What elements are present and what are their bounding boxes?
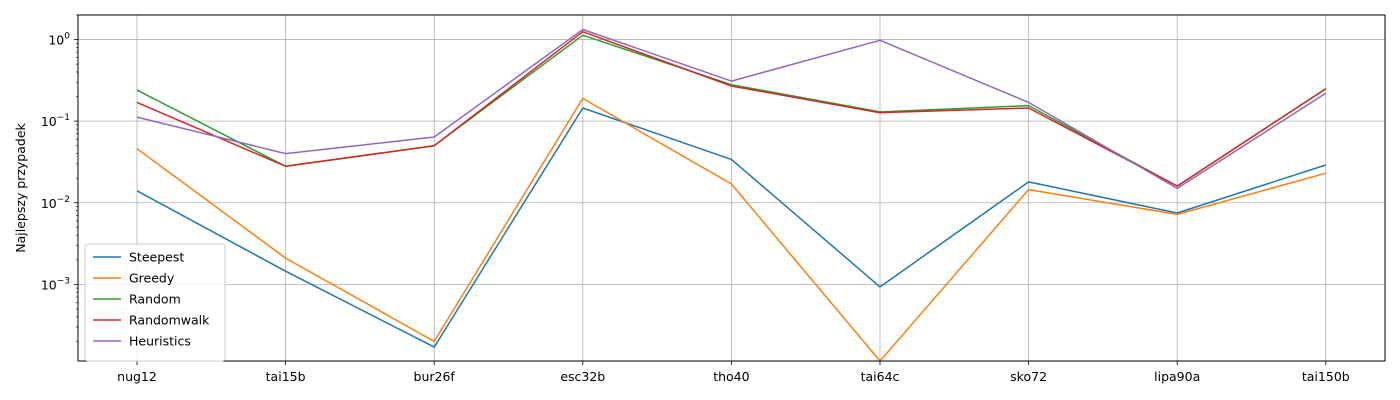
legend-entry-label: Random: [129, 292, 181, 307]
y-tick-label: 100: [48, 32, 70, 48]
series-line-steepest: [136, 107, 1327, 348]
x-tick-label: bur26f: [414, 369, 456, 384]
series-line-greedy: [136, 97, 1327, 362]
legend-entry-label: Greedy: [129, 271, 175, 286]
y-tick-label: 10−3: [41, 276, 70, 292]
x-tick-label: lipa90a: [1154, 369, 1200, 384]
series-line-heuristics: [136, 28, 1327, 190]
x-tick-label: tai150b: [1302, 369, 1350, 384]
x-tick-label: tai15b: [266, 369, 306, 384]
y-axis-label: Najlepszy przypadek: [13, 122, 28, 252]
x-tick-label: nug12: [117, 369, 157, 384]
y-tick-label: 10−2: [41, 195, 70, 211]
x-tick-label: tho40: [713, 369, 749, 384]
legend-box: [84, 243, 226, 362]
series-layer: [136, 28, 1327, 362]
grid: [78, 15, 1385, 361]
x-tick-label: sko72: [1010, 369, 1047, 384]
x-tick-label: esc32b: [560, 369, 605, 384]
legend-entry-label: Heuristics: [129, 334, 191, 349]
y-tick-label: 10−1: [41, 113, 70, 129]
x-axis: nug12 tai15b bur26f esc32b tho40 tai64c sko72 l…: [117, 361, 1350, 384]
legend-entry-label: Steepest: [129, 250, 184, 265]
legend: Steepest Greedy Random Randomwalk Heuristics: [84, 243, 226, 362]
legend-entry-label: Randomwalk: [129, 313, 210, 328]
x-tick-label: tai64c: [861, 369, 900, 384]
y-axis: 10−3 10−2 10−1 100: [41, 14, 78, 342]
